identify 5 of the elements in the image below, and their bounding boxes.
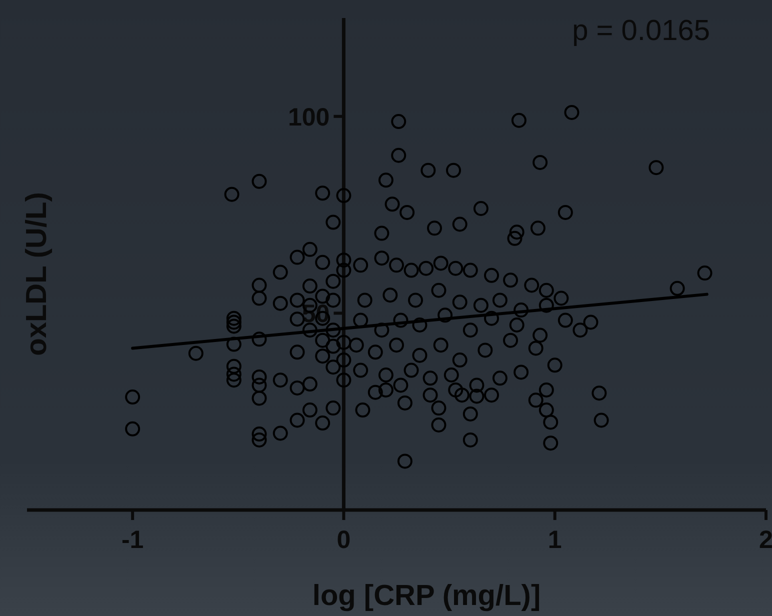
- x-tick-label: -1: [121, 526, 144, 554]
- x-tick-label: 0: [336, 526, 351, 554]
- x-tick-label: 1: [548, 526, 562, 554]
- x-axis-title: log [CRP (mg/L)]: [312, 580, 541, 612]
- x-tick-label: 2: [759, 526, 772, 554]
